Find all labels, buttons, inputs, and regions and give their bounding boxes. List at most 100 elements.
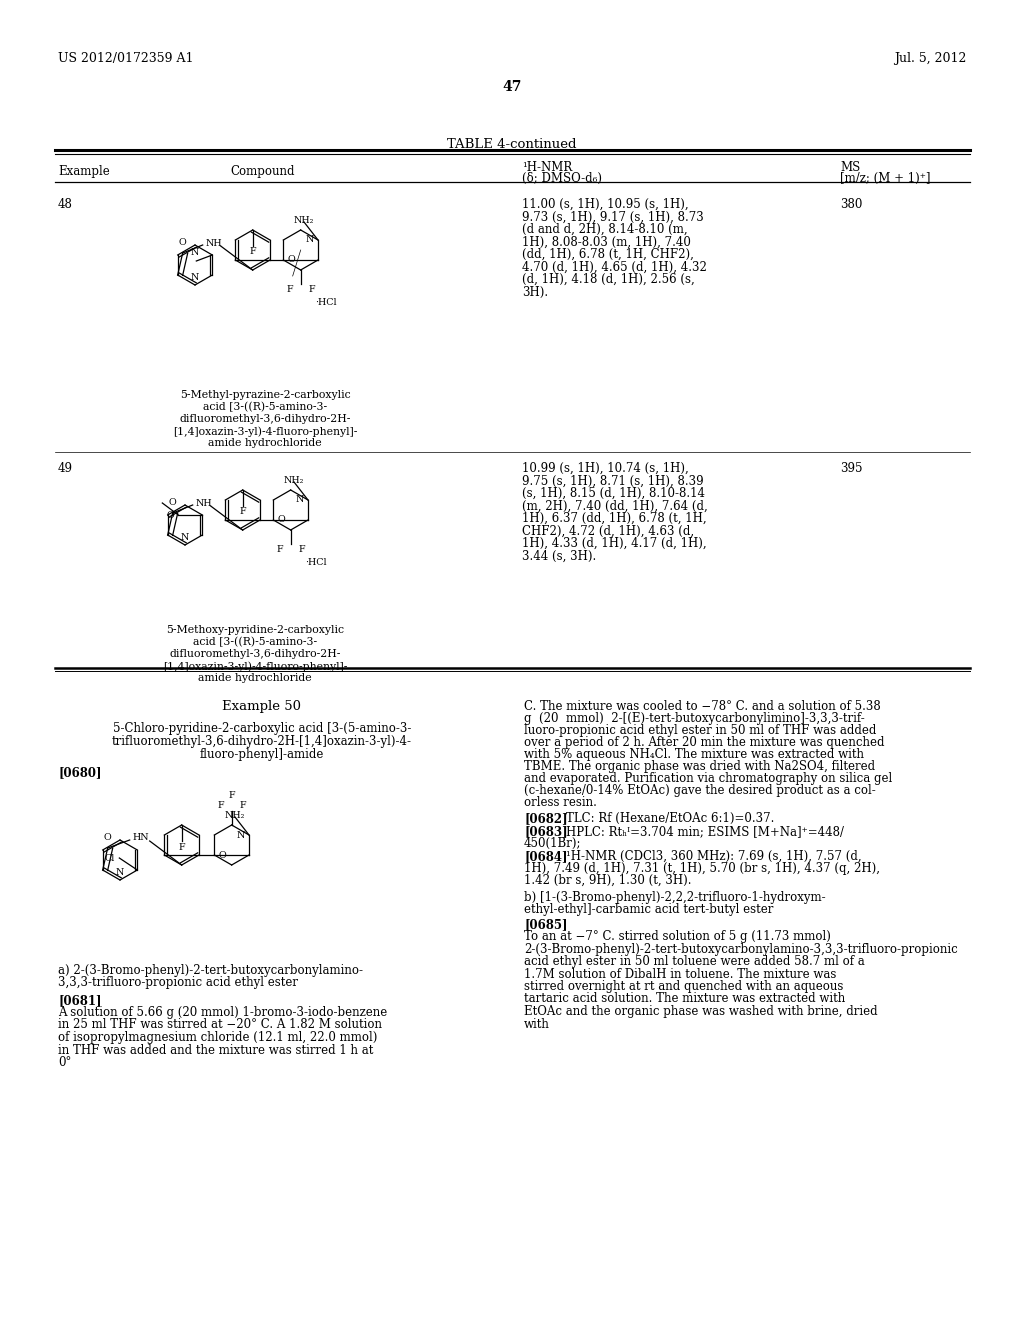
Text: (m, 2H), 7.40 (dd, 1H), 7.64 (d,: (m, 2H), 7.40 (dd, 1H), 7.64 (d,: [522, 499, 708, 512]
Text: in THF was added and the mixture was stirred 1 h at: in THF was added and the mixture was sti…: [58, 1044, 374, 1056]
Text: N: N: [190, 248, 200, 257]
Text: [0680]: [0680]: [58, 766, 101, 779]
Text: (δ; DMSO-d₆): (δ; DMSO-d₆): [522, 172, 602, 185]
Text: trifluoromethyl-3,6-dihydro-2H-[1,4]oxazin-3-yl)-4-: trifluoromethyl-3,6-dihydro-2H-[1,4]oxaz…: [112, 735, 412, 748]
Text: F: F: [217, 800, 223, 809]
Text: amide hydrochloride: amide hydrochloride: [208, 438, 322, 447]
Text: EtOAc and the organic phase was washed with brine, dried: EtOAc and the organic phase was washed w…: [524, 1005, 878, 1018]
Text: acid [3-((R)-5-amino-3-: acid [3-((R)-5-amino-3-: [193, 638, 317, 647]
Text: fluoro-phenyl]-amide: fluoro-phenyl]-amide: [200, 748, 325, 762]
Text: F: F: [286, 285, 293, 294]
Text: 3,3,3-trifluoro-propionic acid ethyl ester: 3,3,3-trifluoro-propionic acid ethyl est…: [58, 975, 298, 989]
Text: F: F: [299, 545, 305, 554]
Text: O: O: [179, 238, 186, 247]
Text: N: N: [181, 533, 189, 543]
Text: NH: NH: [196, 499, 212, 507]
Text: tartaric acid solution. The mixture was extracted with: tartaric acid solution. The mixture was …: [524, 993, 845, 1006]
Text: F: F: [276, 545, 283, 554]
Text: ·HCl: ·HCl: [305, 558, 327, 568]
Text: ¹H-NMR (CDCl3, 360 MHz): 7.69 (s, 1H), 7.57 (d,: ¹H-NMR (CDCl3, 360 MHz): 7.69 (s, 1H), 7…: [566, 850, 861, 863]
Text: ethyl-ethyl]-carbamic acid tert-butyl ester: ethyl-ethyl]-carbamic acid tert-butyl es…: [524, 903, 773, 916]
Text: and evaporated. Purification via chromatography on silica gel: and evaporated. Purification via chromat…: [524, 772, 892, 785]
Text: [1,4]oxazin-3-yl)-4-fluoro-phenyl]-: [1,4]oxazin-3-yl)-4-fluoro-phenyl]-: [163, 661, 347, 672]
Text: luoro-propionic acid ethyl ester in 50 ml of THF was added: luoro-propionic acid ethyl ester in 50 m…: [524, 723, 877, 737]
Text: amide hydrochloride: amide hydrochloride: [199, 673, 312, 682]
Text: [m/z; (M + 1)⁺]: [m/z; (M + 1)⁺]: [840, 172, 931, 185]
Text: 49: 49: [58, 462, 73, 475]
Text: 1H), 8.08-8.03 (m, 1H), 7.40: 1H), 8.08-8.03 (m, 1H), 7.40: [522, 235, 691, 248]
Text: (dd, 1H), 6.78 (t, 1H, CHF2),: (dd, 1H), 6.78 (t, 1H, CHF2),: [522, 248, 694, 261]
Text: [0684]: [0684]: [524, 850, 567, 863]
Text: (c-hexane/0-14% EtOAc) gave the desired product as a col-: (c-hexane/0-14% EtOAc) gave the desired …: [524, 784, 876, 797]
Text: Example: Example: [58, 165, 110, 178]
Text: HN: HN: [133, 833, 150, 842]
Text: 5-Methyl-pyrazine-2-carboxylic: 5-Methyl-pyrazine-2-carboxylic: [179, 389, 350, 400]
Text: N: N: [305, 235, 314, 244]
Text: F: F: [250, 248, 256, 256]
Text: TBME. The organic phase was dried with Na2SO4, filtered: TBME. The organic phase was dried with N…: [524, 760, 876, 774]
Text: in 25 ml THF was stirred at −20° C. A 1.82 M solution: in 25 ml THF was stirred at −20° C. A 1.…: [58, 1019, 382, 1031]
Text: 9.75 (s, 1H), 8.71 (s, 1H), 8.39: 9.75 (s, 1H), 8.71 (s, 1H), 8.39: [522, 474, 703, 487]
Text: of isopropylmagnesium chloride (12.1 ml, 22.0 mmol): of isopropylmagnesium chloride (12.1 ml,…: [58, 1031, 378, 1044]
Text: HPLC: Rtₕᴵ=3.704 min; ESIMS [M+Na]⁺=448/: HPLC: Rtₕᴵ=3.704 min; ESIMS [M+Na]⁺=448/: [566, 825, 844, 838]
Text: Jul. 5, 2012: Jul. 5, 2012: [894, 51, 966, 65]
Text: difluoromethyl-3,6-dihydro-2H-: difluoromethyl-3,6-dihydro-2H-: [169, 649, 341, 659]
Text: with: with: [524, 1018, 550, 1031]
Text: 395: 395: [840, 462, 862, 475]
Text: difluoromethyl-3,6-dihydro-2H-: difluoromethyl-3,6-dihydro-2H-: [179, 414, 350, 424]
Text: F: F: [308, 285, 315, 294]
Text: 1H), 7.49 (d, 1H), 7.31 (t, 1H), 5.70 (br s, 1H), 4.37 (q, 2H),: 1H), 7.49 (d, 1H), 7.31 (t, 1H), 5.70 (b…: [524, 862, 880, 875]
Text: O: O: [218, 850, 226, 859]
Text: acid [3-((R)-5-amino-3-: acid [3-((R)-5-amino-3-: [203, 403, 327, 412]
Text: O: O: [288, 256, 295, 264]
Text: g  (20  mmol)  2-[(E)-tert-butoxycarbonylimino]-3,3,3-trif-: g (20 mmol) 2-[(E)-tert-butoxycarbonylim…: [524, 711, 864, 725]
Text: 380: 380: [840, 198, 862, 211]
Text: 3H).: 3H).: [522, 285, 548, 298]
Text: MS: MS: [840, 161, 860, 174]
Text: To an at −7° C. stirred solution of 5 g (11.73 mmol): To an at −7° C. stirred solution of 5 g …: [524, 931, 830, 942]
Text: NH: NH: [206, 239, 222, 248]
Text: N: N: [237, 830, 245, 840]
Text: O: O: [278, 516, 285, 524]
Text: [1,4]oxazin-3-yl)-4-fluoro-phenyl]-: [1,4]oxazin-3-yl)-4-fluoro-phenyl]-: [173, 426, 357, 437]
Text: 10.99 (s, 1H), 10.74 (s, 1H),: 10.99 (s, 1H), 10.74 (s, 1H),: [522, 462, 689, 475]
Text: 2-(3-Bromo-phenyl)-2-tert-butoxycarbonylamino-3,3,3-trifluoro-propionic: 2-(3-Bromo-phenyl)-2-tert-butoxycarbonyl…: [524, 942, 957, 956]
Text: acid ethyl ester in 50 ml toluene were added 58.7 ml of a: acid ethyl ester in 50 ml toluene were a…: [524, 954, 864, 968]
Text: TABLE 4-continued: TABLE 4-continued: [447, 139, 577, 150]
Text: 1H), 6.37 (dd, 1H), 6.78 (t, 1H,: 1H), 6.37 (dd, 1H), 6.78 (t, 1H,: [522, 512, 707, 525]
Text: Example 50: Example 50: [222, 700, 301, 713]
Text: TLC: Rf (Hexane/EtOAc 6:1)=0.37.: TLC: Rf (Hexane/EtOAc 6:1)=0.37.: [566, 812, 774, 825]
Text: F: F: [228, 791, 234, 800]
Text: ·HCl: ·HCl: [314, 298, 336, 308]
Text: 1.42 (br s, 9H), 1.30 (t, 3H).: 1.42 (br s, 9H), 1.30 (t, 3H).: [524, 874, 691, 887]
Text: NH₂: NH₂: [225, 810, 245, 820]
Text: [0682]: [0682]: [524, 812, 567, 825]
Text: [0685]: [0685]: [524, 917, 567, 931]
Text: 4.70 (d, 1H), 4.65 (d, 1H), 4.32: 4.70 (d, 1H), 4.65 (d, 1H), 4.32: [522, 260, 707, 273]
Text: over a period of 2 h. After 20 min the mixture was quenched: over a period of 2 h. After 20 min the m…: [524, 737, 885, 748]
Text: 0°: 0°: [58, 1056, 72, 1069]
Text: [0683]: [0683]: [524, 825, 567, 838]
Text: F: F: [240, 507, 246, 516]
Text: NH₂: NH₂: [294, 216, 314, 224]
Text: O: O: [169, 498, 176, 507]
Text: 1H), 4.33 (d, 1H), 4.17 (d, 1H),: 1H), 4.33 (d, 1H), 4.17 (d, 1H),: [522, 537, 707, 550]
Text: N: N: [296, 495, 304, 504]
Text: [0681]: [0681]: [58, 994, 101, 1007]
Text: CHF2), 4.72 (d, 1H), 4.63 (d,: CHF2), 4.72 (d, 1H), 4.63 (d,: [522, 524, 694, 537]
Text: 11.00 (s, 1H), 10.95 (s, 1H),: 11.00 (s, 1H), 10.95 (s, 1H),: [522, 198, 688, 211]
Text: O: O: [103, 833, 112, 842]
Text: N: N: [116, 869, 124, 876]
Text: (s, 1H), 8.15 (d, 1H), 8.10-8.14: (s, 1H), 8.15 (d, 1H), 8.10-8.14: [522, 487, 705, 500]
Text: Compound: Compound: [230, 165, 295, 178]
Text: a) 2-(3-Bromo-phenyl)-2-tert-butoxycarbonylamino-: a) 2-(3-Bromo-phenyl)-2-tert-butoxycarbo…: [58, 964, 362, 977]
Text: NH₂: NH₂: [284, 477, 304, 484]
Text: 5-Chloro-pyridine-2-carboxylic acid [3-(5-amino-3-: 5-Chloro-pyridine-2-carboxylic acid [3-(…: [113, 722, 412, 735]
Text: O: O: [167, 511, 174, 520]
Text: N: N: [190, 273, 200, 282]
Text: 450(1Br);: 450(1Br);: [524, 837, 582, 850]
Text: with 5% aqueous NH₄Cl. The mixture was extracted with: with 5% aqueous NH₄Cl. The mixture was e…: [524, 748, 864, 762]
Text: ¹H-NMR: ¹H-NMR: [522, 161, 572, 174]
Text: C. The mixture was cooled to −78° C. and a solution of 5.38: C. The mixture was cooled to −78° C. and…: [524, 700, 881, 713]
Text: 9.73 (s, 1H), 9.17 (s, 1H), 8.73: 9.73 (s, 1H), 9.17 (s, 1H), 8.73: [522, 210, 703, 223]
